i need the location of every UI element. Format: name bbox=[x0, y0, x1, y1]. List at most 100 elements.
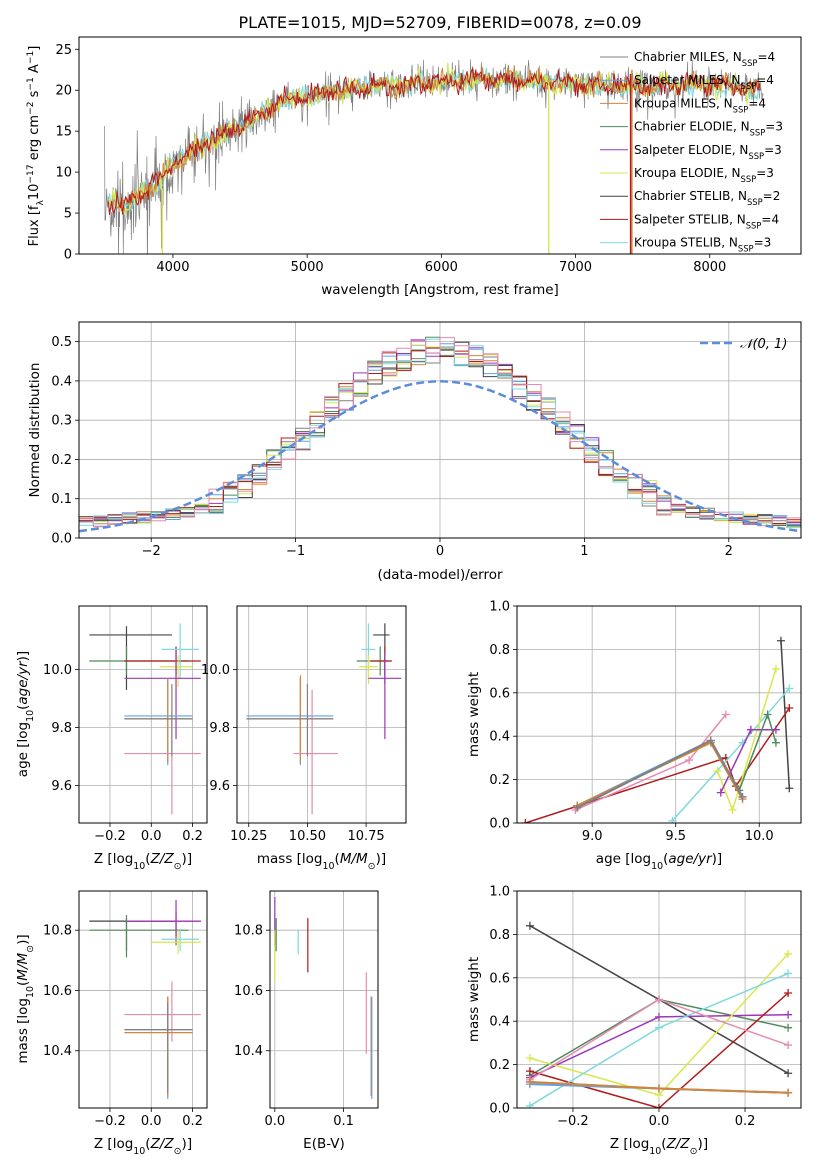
x-tick-label: 10.50 bbox=[289, 829, 326, 844]
x-tick-label: 1 bbox=[580, 544, 588, 559]
y-tick-label: 0.0 bbox=[489, 1102, 510, 1117]
x-tick-label: 10.75 bbox=[347, 829, 384, 844]
weight-marker bbox=[721, 710, 730, 719]
y-tick-label: 5 bbox=[64, 207, 72, 222]
x-tick-label: 2 bbox=[725, 544, 733, 559]
weight-marker bbox=[685, 756, 694, 765]
plot-frame bbox=[516, 605, 802, 824]
y-axis-label: mass weight bbox=[466, 672, 482, 757]
weight-vs-age-panel: 9.0 9.5 10.0 0.0 0.2 0.4 0.6 0.8 1.0 age [log10(a… bbox=[466, 600, 802, 872]
histogram-series bbox=[79, 337, 801, 528]
weight-marker bbox=[771, 738, 780, 747]
weight-marker bbox=[785, 784, 794, 793]
y-tick-label: 0.3 bbox=[51, 414, 72, 429]
y-tick-label: 10.8 bbox=[43, 924, 72, 939]
y-tick-label: 0.8 bbox=[489, 928, 510, 943]
x-tick-label: −1 bbox=[286, 544, 305, 559]
y-tick-label: 0.2 bbox=[51, 453, 72, 468]
y-tick-label: 10.0 bbox=[43, 663, 72, 678]
legend-label: Chabrier MILES, NSSP=4 bbox=[634, 50, 775, 68]
weight-marker bbox=[784, 988, 793, 997]
weight-marker bbox=[784, 1088, 793, 1097]
legend-label: Salpeter MILES, NSSP=4 bbox=[634, 73, 774, 91]
weight-marker bbox=[776, 636, 785, 645]
x-axis-label: mass [log10(M/M⊙)] bbox=[257, 851, 386, 872]
weight-lines bbox=[525, 921, 793, 1108]
weight-lines bbox=[521, 636, 794, 823]
plot-frame bbox=[78, 36, 802, 255]
weight-marker bbox=[655, 1012, 663, 1021]
errorbars bbox=[246, 623, 402, 815]
y-tick-label: 0.6 bbox=[489, 971, 510, 986]
legend-label: Salpeter ELODIE, NSSP=3 bbox=[634, 143, 782, 161]
x-tick-label: 0.2 bbox=[182, 829, 203, 844]
y-tick-label: 9.6 bbox=[209, 779, 230, 794]
legend-label: Kroupa MILES, NSSP=4 bbox=[634, 96, 766, 114]
x-axis-label: Z [log10(Z/Z⊙)] bbox=[94, 851, 192, 872]
legend-label: Salpeter STELIB, NSSP=4 bbox=[634, 212, 779, 230]
x-tick-label: 10.0 bbox=[745, 829, 774, 844]
x-axis-label: (data-model)/error bbox=[377, 567, 503, 583]
y-tick-label: 0 bbox=[64, 248, 72, 263]
x-axis-label: Z [log10(Z/Z⊙)] bbox=[94, 1136, 192, 1157]
y-tick-label: 0.6 bbox=[489, 686, 510, 701]
spectrum-lines bbox=[104, 59, 764, 254]
gaussian-curve bbox=[79, 380, 801, 533]
weight-marker bbox=[771, 725, 780, 734]
x-tick-label: 4000 bbox=[156, 260, 189, 275]
y-tick-label: 0.0 bbox=[489, 817, 510, 832]
plot-frame bbox=[78, 605, 208, 824]
x-tick-label: 0.0 bbox=[141, 829, 162, 844]
x-tick-label: 0.1 bbox=[333, 1114, 354, 1129]
x-tick-label: 0 bbox=[436, 544, 444, 559]
weight-marker bbox=[525, 921, 534, 930]
x-tick-label: 0.2 bbox=[182, 1114, 203, 1129]
weight-marker bbox=[738, 792, 747, 801]
weight-marker bbox=[784, 949, 793, 958]
errorbars bbox=[89, 900, 201, 1099]
weight-marker bbox=[655, 1104, 663, 1108]
weight-marker bbox=[713, 766, 722, 775]
spectrum-model-line bbox=[108, 65, 761, 212]
y-tick-label: 20 bbox=[55, 84, 72, 99]
y-tick-label: 0.1 bbox=[51, 492, 72, 507]
y-tick-label: 0.5 bbox=[51, 335, 72, 350]
y-tick-label: 0.8 bbox=[489, 643, 510, 658]
weight-marker bbox=[525, 1054, 534, 1063]
y-tick-label: 15 bbox=[55, 125, 72, 140]
mass-vs-ebv-panel: 0.0 0.1 10.4 10.6 10.8 E(B-V) bbox=[234, 890, 379, 1152]
errorbars bbox=[274, 897, 373, 1099]
x-tick-label: −0.2 bbox=[94, 1114, 126, 1129]
y-tick-label: 9.8 bbox=[209, 721, 230, 736]
y-tick-label: 0.0 bbox=[51, 532, 72, 547]
x-tick-label: 9.0 bbox=[582, 829, 603, 844]
y-tick-label: 1.0 bbox=[489, 600, 510, 615]
x-axis-label: wavelength [Angstrom, rest frame] bbox=[321, 282, 559, 298]
y-tick-label: 10.4 bbox=[234, 1044, 263, 1059]
y-axis-label: Normed distribution bbox=[27, 363, 43, 498]
errorbars bbox=[89, 623, 201, 815]
weight-marker bbox=[521, 819, 530, 823]
x-tick-label: −0.2 bbox=[557, 1114, 589, 1129]
weight-marker bbox=[655, 995, 663, 1004]
weight-marker bbox=[573, 803, 582, 812]
weight-marker bbox=[784, 1069, 793, 1078]
weight-marker bbox=[525, 1077, 534, 1086]
x-axis-label: E(B-V) bbox=[303, 1136, 345, 1152]
weight-vs-Z-panel: −0.2 0.0 0.2 0.0 0.2 0.4 0.6 0.8 1.0 Z [log10(Z/Z… bbox=[466, 885, 802, 1157]
weight-marker bbox=[785, 703, 794, 712]
y-tick-label: 0.4 bbox=[489, 730, 510, 745]
spectrum-model-line bbox=[108, 67, 761, 215]
weight-marker bbox=[746, 725, 755, 734]
y-axis-label: Flux [fλ10−17 erg cm−2 s−1 A−1] bbox=[26, 46, 46, 247]
weight-line bbox=[671, 688, 790, 822]
x-tick-label: 0.0 bbox=[649, 1114, 670, 1129]
age-vs-mass-panel: 10.25 10.50 10.75 9.6 9.8 10.0 mass [log10(M/M… bbox=[201, 605, 407, 872]
weight-marker bbox=[728, 805, 737, 814]
x-tick-label: 10.25 bbox=[230, 829, 267, 844]
x-tick-label: −0.2 bbox=[94, 829, 126, 844]
histogram-steps bbox=[79, 336, 801, 533]
weight-marker bbox=[706, 736, 715, 745]
